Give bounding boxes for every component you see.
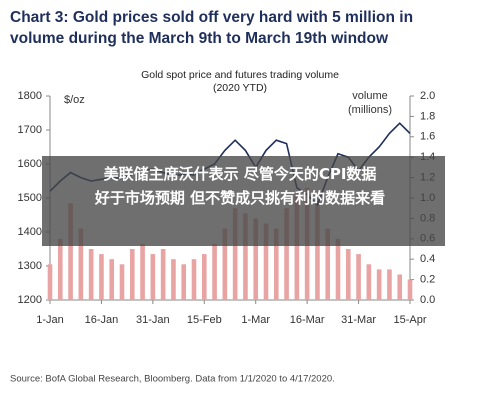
y-tick-label: 1800 <box>18 90 42 102</box>
x-tick-label: 16-Jan <box>85 314 119 326</box>
subtitle: Gold spot price and futures trading volu… <box>141 69 339 94</box>
y2-tick-label: 0.0 <box>420 294 435 306</box>
volume-bar <box>68 203 73 300</box>
y2-tick-label: 0.2 <box>420 274 435 286</box>
volume-bar <box>356 254 361 300</box>
volume-bar <box>181 264 187 300</box>
x-tick-label: 1-Jan <box>36 314 64 326</box>
x-tick-label: 15-Apr <box>393 314 426 326</box>
y-tick-label: 1600 <box>18 158 42 170</box>
volume-bar <box>232 208 238 300</box>
caption-box <box>42 156 445 246</box>
x-tick-label: 15-Feb <box>187 314 222 326</box>
volume-bar <box>273 228 279 300</box>
chart-title: Chart 3: Gold prices sold off very hard … <box>10 9 413 47</box>
x-tick-label: 16-Mar <box>290 314 325 326</box>
volume-bar <box>376 269 382 300</box>
y2-tick-label: 1.8 <box>420 110 435 122</box>
volume-bar <box>171 259 176 300</box>
overlay-caption: 美联储主席沃什表示 尽管今天的CPI数据好于市场预期 但不赞成只挑有利的数据来看 <box>94 165 385 207</box>
volume-bar <box>88 249 94 300</box>
volume-bar <box>191 259 197 300</box>
volume-bar <box>129 249 135 300</box>
y-tick-label: 1400 <box>18 226 42 238</box>
volume-bar <box>150 254 156 300</box>
y2-axis-label: volume (millions) <box>348 90 392 116</box>
volume-bar <box>78 228 84 300</box>
volume-bar <box>407 279 413 300</box>
volume-bar <box>160 249 166 300</box>
volume-bar <box>109 259 115 300</box>
volume-bar <box>315 203 320 300</box>
volume-bar <box>119 264 125 300</box>
volume-bar <box>140 243 145 300</box>
volume-bar <box>335 238 341 300</box>
volume-bar <box>47 264 53 300</box>
volume-bar <box>212 243 217 300</box>
x-tick-label: 31-Jan <box>136 314 170 326</box>
volume-bar <box>222 228 228 300</box>
volume-bar <box>366 264 372 300</box>
y-tick-label: 1200 <box>18 294 42 306</box>
volume-bar <box>345 249 351 300</box>
volume-bar <box>253 218 259 300</box>
volume-bar <box>397 274 403 300</box>
y-tick-label: 1700 <box>18 124 42 136</box>
volume-bar <box>325 228 331 300</box>
volume-bar <box>57 238 63 300</box>
volume-bar <box>243 213 248 300</box>
volume-bar <box>201 254 207 300</box>
y-axis-label: $/oz <box>64 94 85 106</box>
volume-bar <box>284 208 289 300</box>
y2-tick-label: 1.6 <box>420 131 435 143</box>
volume-bar <box>294 192 300 300</box>
source: Source: BofA Global Research, Bloomberg.… <box>10 374 335 385</box>
x-tick-label: 31-Mar <box>341 314 376 326</box>
volume-bar <box>387 269 392 300</box>
y2-tick-label: 2.0 <box>420 90 435 102</box>
y2-tick-label: 0.4 <box>420 253 435 265</box>
volume-bar <box>263 223 269 300</box>
y-tick-label: 1500 <box>18 192 42 204</box>
volume-bar <box>99 254 104 300</box>
x-tick-label: 1-Mar <box>241 314 270 326</box>
y-tick-label: 1300 <box>18 260 42 272</box>
